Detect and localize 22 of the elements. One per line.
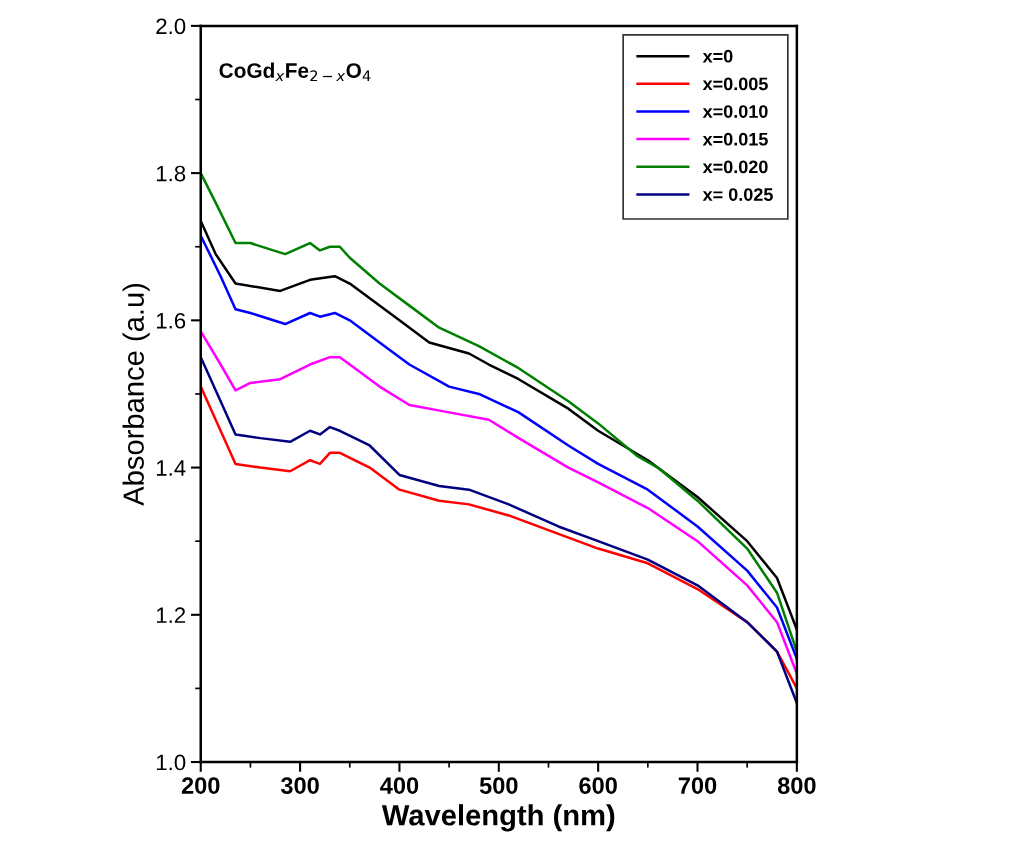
legend-label: x=0.010 (702, 105, 768, 118)
legend-label: x=0.005 (702, 77, 768, 91)
x-tick-label: 400 (380, 777, 419, 794)
legend-label: x=0.020 (702, 160, 768, 174)
y-tick-label: 1.0 (156, 754, 186, 771)
y-tick-label: 1.6 (156, 312, 186, 329)
x-tick-label: 700 (678, 777, 717, 794)
legend-label: x=0 (702, 49, 733, 63)
x-tick-label: 500 (479, 777, 518, 794)
x-tick-label: 800 (777, 777, 816, 794)
annotation: CoGd$_{x}$Fe$_{2−x}$O$_{4}$ (219, 62, 371, 82)
x-axis-title: Wavelength (nm) (381, 804, 615, 832)
x-tick-label: 300 (280, 777, 319, 794)
x-tick-label: 600 (579, 777, 617, 794)
y-tick-label: 1.8 (156, 165, 186, 182)
y-axis-title: Absorbance (a.u) (122, 283, 150, 506)
legend-label: x=0.015 (702, 132, 768, 146)
y-tick-label: 1.2 (156, 607, 186, 623)
y-tick-label: 1.4 (156, 460, 186, 476)
legend-label: x= 0.025 (702, 188, 773, 201)
x-tick-label: 200 (181, 777, 220, 794)
y-tick-label: 2.0 (156, 18, 186, 35)
